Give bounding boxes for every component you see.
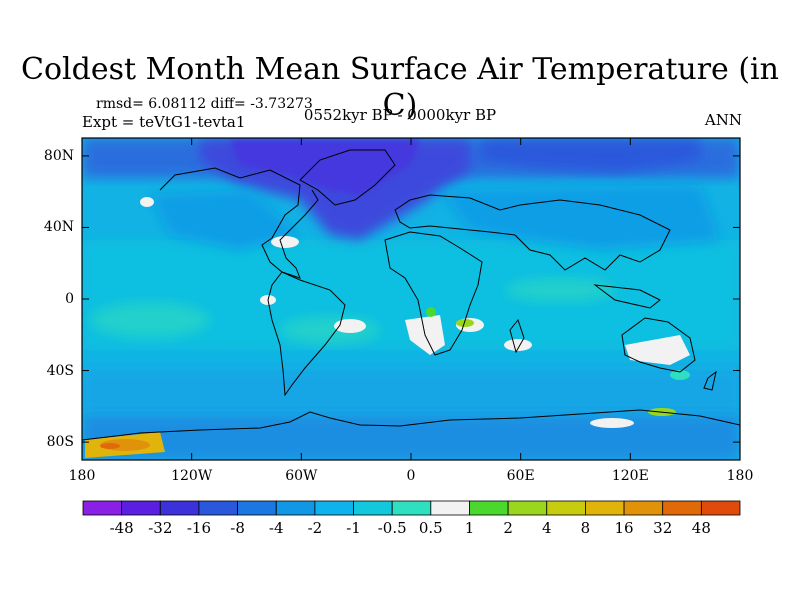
coast-africa — [384, 231, 483, 356]
experiment-line: Expt = teVtG1-tevta1 — [82, 113, 246, 131]
lon-tick-label: 180 — [68, 468, 96, 484]
colorbar-label: -8 — [230, 519, 245, 537]
colorbar — [82, 500, 741, 516]
coast-madagascar — [509, 318, 525, 354]
coast-newzealand — [703, 370, 717, 391]
colorbar-swatch — [314, 500, 354, 516]
colorbar-swatch — [700, 500, 741, 516]
lat-tick-label: 40N — [43, 219, 74, 236]
stats-line: rmsd= 6.08112 diff= -3.73273 — [96, 96, 313, 112]
colorbar-swatch — [430, 500, 470, 516]
lon-tick-label: 120W — [171, 468, 213, 484]
colorbar-label: -4 — [268, 519, 284, 537]
coast-namerica — [159, 167, 319, 279]
colorbar-label: 8 — [580, 519, 591, 537]
colorbar-label: -32 — [148, 519, 173, 537]
colorbar-swatch — [662, 500, 702, 516]
lon-tick-label: 60E — [506, 468, 535, 484]
lat-tick-label: 40S — [46, 362, 74, 379]
coast-indonesia — [593, 284, 661, 309]
colorbar-label: -16 — [186, 519, 212, 537]
colorbar-label: -2 — [307, 519, 323, 537]
field-white-caribbean — [271, 236, 299, 248]
colorbar-label: -1 — [346, 519, 361, 537]
colorbar-swatch — [159, 500, 200, 516]
colorbar-swatch — [546, 500, 586, 516]
field-white-npac — [140, 197, 154, 207]
field-white-samerica — [334, 319, 366, 333]
field-green-angola — [426, 307, 436, 317]
field-epac-teal — [90, 302, 210, 338]
colorbar-swatch — [469, 500, 509, 516]
colorbar-swatch — [391, 500, 432, 516]
colorbar-label: -48 — [109, 519, 134, 537]
colorbar-swatch — [82, 500, 123, 516]
colorbar-label: 4 — [541, 519, 552, 537]
field-teal-tasman — [670, 370, 690, 380]
season-label: ANN — [704, 111, 742, 129]
lon-tick-label: 180 — [726, 468, 754, 484]
colorbar-swatch — [623, 500, 664, 516]
field-white-madagascar — [504, 339, 532, 351]
field-siberia-cold — [480, 140, 700, 172]
colorbar-label: 2 — [503, 519, 513, 537]
colorbar-label: -0.5 — [377, 519, 407, 537]
colorbar-label: 48 — [691, 519, 711, 537]
lon-tick-label: 60W — [285, 468, 318, 484]
field-white-australia — [625, 335, 690, 365]
coast-samerica — [267, 271, 346, 397]
colorbar-label: 0.5 — [418, 519, 443, 537]
field-white-eantarctica — [590, 418, 634, 428]
lat-tick-label: 80S — [46, 434, 74, 451]
field-green-zambia — [456, 319, 474, 327]
coast-eurasia — [394, 194, 671, 271]
lon-tick-label: 120E — [611, 468, 649, 484]
field-atl-teal — [280, 316, 380, 344]
chart-title: Coldest Month Mean Surface Air Temperatu… — [21, 52, 779, 123]
colorbar-label: 32 — [653, 519, 673, 537]
temperature-field — [82, 138, 740, 460]
colorbar-label: 1 — [464, 519, 475, 537]
coast-greenland — [299, 149, 396, 206]
period-line: 0552kyr BP - 0000kyr BP — [303, 106, 497, 124]
coastlines — [82, 149, 740, 441]
colorbar-label: 16 — [614, 519, 634, 537]
colorbar-swatch — [121, 500, 161, 516]
field-ross-hot — [100, 443, 120, 449]
lat-tick-label: 80N — [43, 147, 74, 164]
field-southern-ocean — [82, 370, 740, 415]
colorbar-swatch — [507, 500, 548, 516]
tick-marks — [81, 138, 741, 460]
colorbar-swatch — [585, 500, 625, 516]
coast-australia — [621, 317, 696, 373]
coast-antarctica — [82, 409, 740, 441]
colorbar-swatch — [198, 500, 238, 516]
colorbar-swatch — [275, 500, 316, 516]
field-greenland-core — [230, 140, 420, 195]
colorbar-swatch — [237, 500, 277, 516]
lon-tick-label: 0 — [406, 468, 416, 484]
field-indian-teal — [505, 278, 615, 302]
lat-tick-label: 0 — [65, 291, 74, 307]
field-namerica — [150, 190, 300, 250]
colorbar-swatch — [353, 500, 393, 516]
field-eurasia — [440, 185, 720, 250]
